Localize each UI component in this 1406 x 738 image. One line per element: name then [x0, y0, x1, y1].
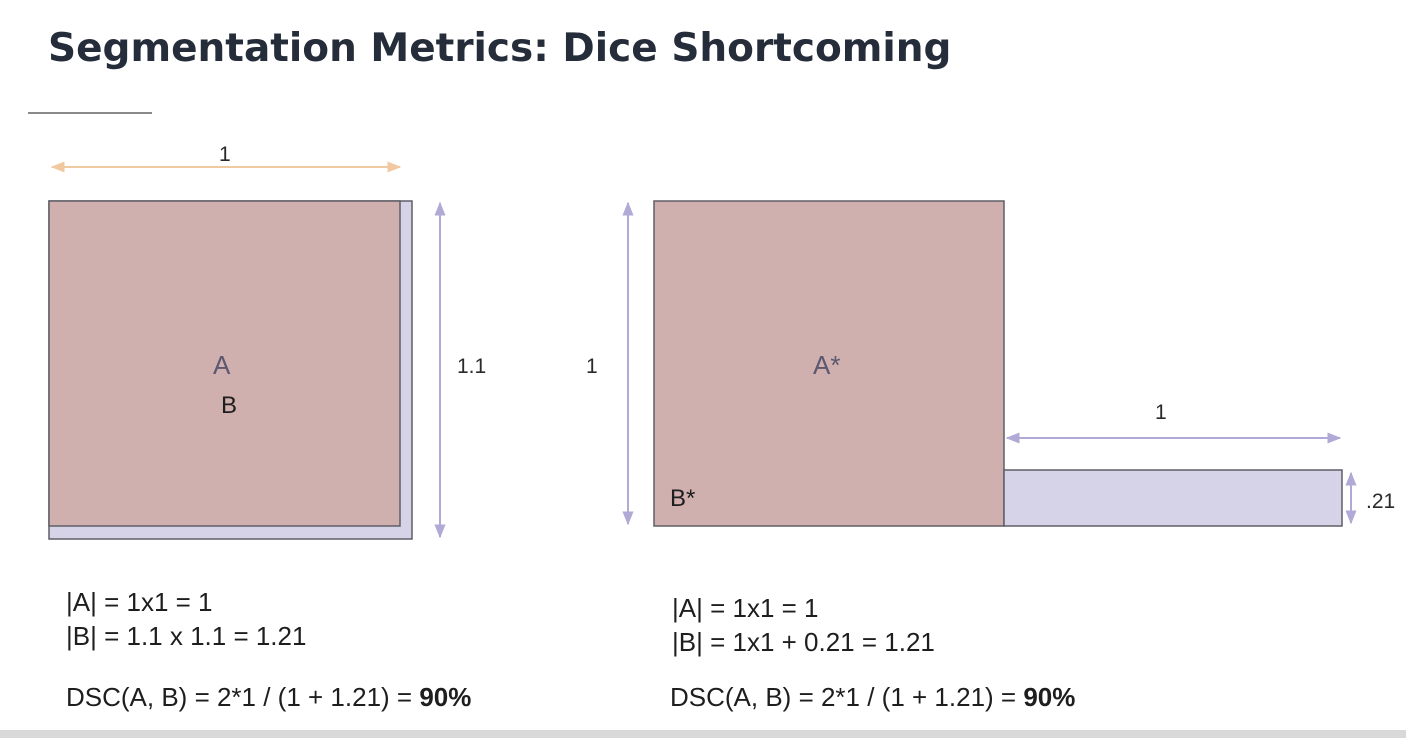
left-side-dimension-label: 1.1 — [457, 355, 487, 378]
right-dsc-formula: DSC(A, B) = 2*1 / (1 + 1.21) = 90% — [670, 680, 1075, 715]
right-side-dimension-label: 1 — [586, 355, 598, 378]
left-dsc-expression: DSC(A, B) = 2*1 / (1 + 1.21) = — [66, 682, 420, 712]
right-square-a — [653, 200, 1005, 527]
left-formula-a: |A| = 1x1 = 1 — [66, 587, 213, 617]
video-progress-bar[interactable] — [0, 730, 1406, 738]
slide-title: Segmentation Metrics: Dice Shortcoming — [48, 26, 952, 71]
left-label-a: A — [213, 350, 231, 380]
right-strip-height-label: .21 — [1366, 490, 1396, 513]
left-top-dimension-label: 1 — [219, 143, 231, 166]
right-strip-b — [1003, 469, 1343, 527]
left-formula-b: |B| = 1.1 x 1.1 = 1.21 — [66, 621, 307, 651]
title-underline — [28, 112, 152, 114]
right-strip-width-label: 1 — [1155, 401, 1167, 424]
left-square-a — [48, 200, 401, 527]
right-label-a-star: A* — [813, 350, 841, 380]
right-dsc-expression: DSC(A, B) = 2*1 / (1 + 1.21) = — [670, 682, 1024, 712]
right-formula-a: |A| = 1x1 = 1 — [672, 593, 819, 623]
right-label-b-star: B* — [670, 485, 696, 512]
right-dsc-value: 90% — [1023, 682, 1076, 712]
left-label-b: B — [221, 392, 238, 419]
left-dsc-formula: DSC(A, B) = 2*1 / (1 + 1.21) = 90% — [66, 680, 471, 715]
right-formula-b: |B| = 1x1 + 0.21 = 1.21 — [672, 627, 935, 657]
left-dsc-value: 90% — [419, 682, 472, 712]
